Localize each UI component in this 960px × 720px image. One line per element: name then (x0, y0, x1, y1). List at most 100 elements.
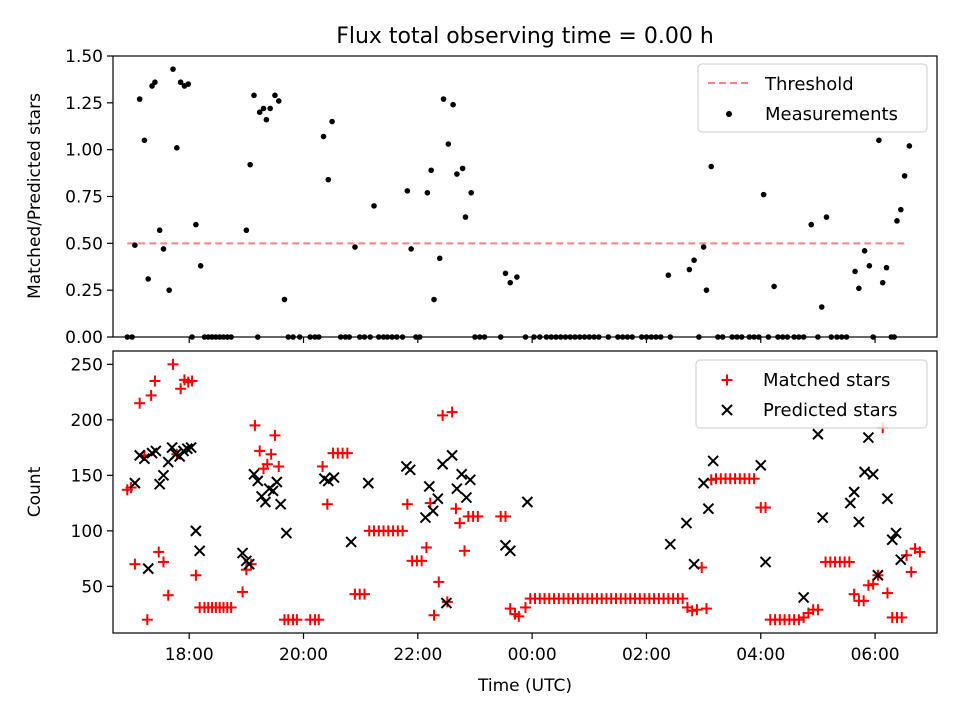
predicted-point (844, 497, 857, 509)
measurement-point (145, 276, 152, 282)
measurement-point (260, 105, 267, 112)
matched-point (454, 517, 466, 529)
predicted-point (688, 558, 700, 570)
predicted-point (853, 516, 865, 528)
measurement-point (691, 257, 697, 263)
figure-title: Flux total observing time = 0.00 h (336, 24, 714, 49)
measurement-point (861, 248, 868, 254)
predicted-point (755, 459, 767, 472)
measurement-point (514, 274, 520, 280)
predicted-point (664, 538, 676, 550)
measurement-point (898, 206, 904, 213)
predicted-point (446, 449, 458, 462)
top-y-label: Matched/Predicted stars (25, 93, 45, 299)
bottom-y-tick-label: 50 (81, 577, 103, 597)
measurement-point (823, 214, 830, 220)
measurement-point (856, 285, 862, 292)
measurement-point (197, 263, 204, 269)
bottom-y-label: Count (25, 466, 45, 517)
matched-point (273, 460, 285, 472)
matched-point (261, 458, 273, 470)
top-y-tick-label: 0.75 (65, 188, 103, 208)
predicted-point (259, 496, 272, 508)
top-y-ticks: 0.00 0.25 0.50 0.75 1.00 1.25 1.50 (65, 47, 113, 348)
matched-point (153, 546, 165, 558)
measurement-point (454, 171, 460, 177)
predicted-point (436, 458, 449, 470)
matched-point (433, 576, 445, 588)
predicted-point (440, 597, 453, 609)
predicted-point (133, 449, 146, 462)
measurement-point (267, 105, 273, 112)
predicted-point (451, 482, 463, 495)
bottom-legend: Matched stars Predicted stars (695, 359, 928, 429)
matched-point (450, 503, 462, 515)
matched-point (812, 604, 824, 616)
matched-point (760, 502, 772, 514)
predicted-point (181, 442, 194, 455)
measurement-point (431, 296, 437, 303)
predicted-point (890, 527, 902, 539)
legend-matched-label: Matched stars (763, 370, 890, 391)
matched-point (401, 498, 413, 510)
measurement-point (408, 246, 414, 252)
measurement-point (329, 118, 335, 125)
measurement-point (424, 189, 431, 196)
matched-point (416, 555, 428, 567)
legend-predicted-marker (721, 404, 733, 416)
x-axis-label: Time (UTC) (477, 676, 572, 696)
x-tick-label: 02:00 (622, 645, 671, 665)
matched-point (157, 556, 169, 568)
measurement-point (263, 116, 270, 123)
matched-point (237, 586, 249, 598)
matched-point (428, 609, 440, 621)
matched-point (446, 406, 458, 418)
predicted-point (460, 491, 473, 504)
matched-point (175, 383, 187, 395)
measurement-point (136, 96, 143, 102)
matched-point (313, 614, 325, 626)
measurement-point (883, 264, 890, 271)
matched-point (472, 510, 484, 522)
predicted-point (432, 492, 444, 505)
matched-points (121, 358, 926, 626)
predicted-point (153, 478, 166, 490)
matched-point (167, 358, 179, 370)
measurement-point (507, 279, 514, 286)
measurement-point (177, 79, 184, 86)
predicted-point (680, 517, 693, 529)
top-y-tick-label: 0.00 (65, 328, 103, 348)
measurement-point (132, 242, 138, 249)
predicted-point (252, 475, 264, 487)
predicted-point (697, 477, 710, 489)
matched-point (914, 546, 926, 558)
measurement-point (879, 279, 886, 286)
matched-point (317, 460, 329, 472)
measurement-point (818, 304, 825, 310)
bottom-y-tick-label: 100 (71, 522, 103, 542)
predicted-points (129, 428, 907, 609)
bottom-legend-box (695, 359, 928, 429)
predicted-point (248, 468, 260, 480)
bottom-y-ticks: 50 100 150 200 250 (71, 355, 113, 597)
predicted-point (129, 477, 141, 489)
x-tick-label: 18:00 (165, 645, 214, 665)
predicted-point (707, 455, 719, 467)
matched-point (265, 448, 277, 460)
measurement-point (901, 173, 908, 179)
matched-point (397, 525, 409, 537)
x-tick-label: 04:00 (736, 645, 785, 665)
measurement-point (445, 141, 452, 147)
measurement-point (193, 221, 199, 228)
predicted-point (190, 525, 202, 537)
measurement-point (852, 268, 858, 275)
measurement-point (281, 296, 288, 303)
matched-point (686, 605, 698, 617)
matched-point (269, 429, 281, 441)
measurement-point (700, 244, 707, 250)
legend-matched-marker (721, 374, 733, 386)
matched-point (341, 447, 353, 459)
measurement-point (502, 270, 509, 277)
predicted-point (328, 471, 340, 484)
